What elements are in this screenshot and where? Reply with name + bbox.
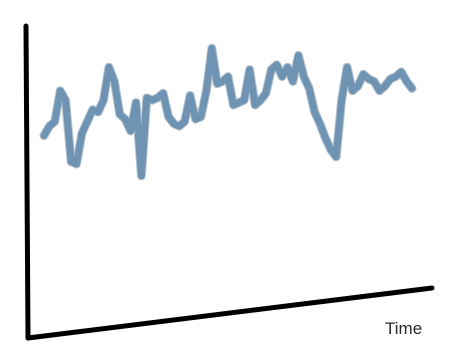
series-line <box>40 44 416 180</box>
x-axis <box>25 285 435 341</box>
x-axis-label: Time <box>385 319 422 338</box>
y-axis <box>23 23 31 341</box>
